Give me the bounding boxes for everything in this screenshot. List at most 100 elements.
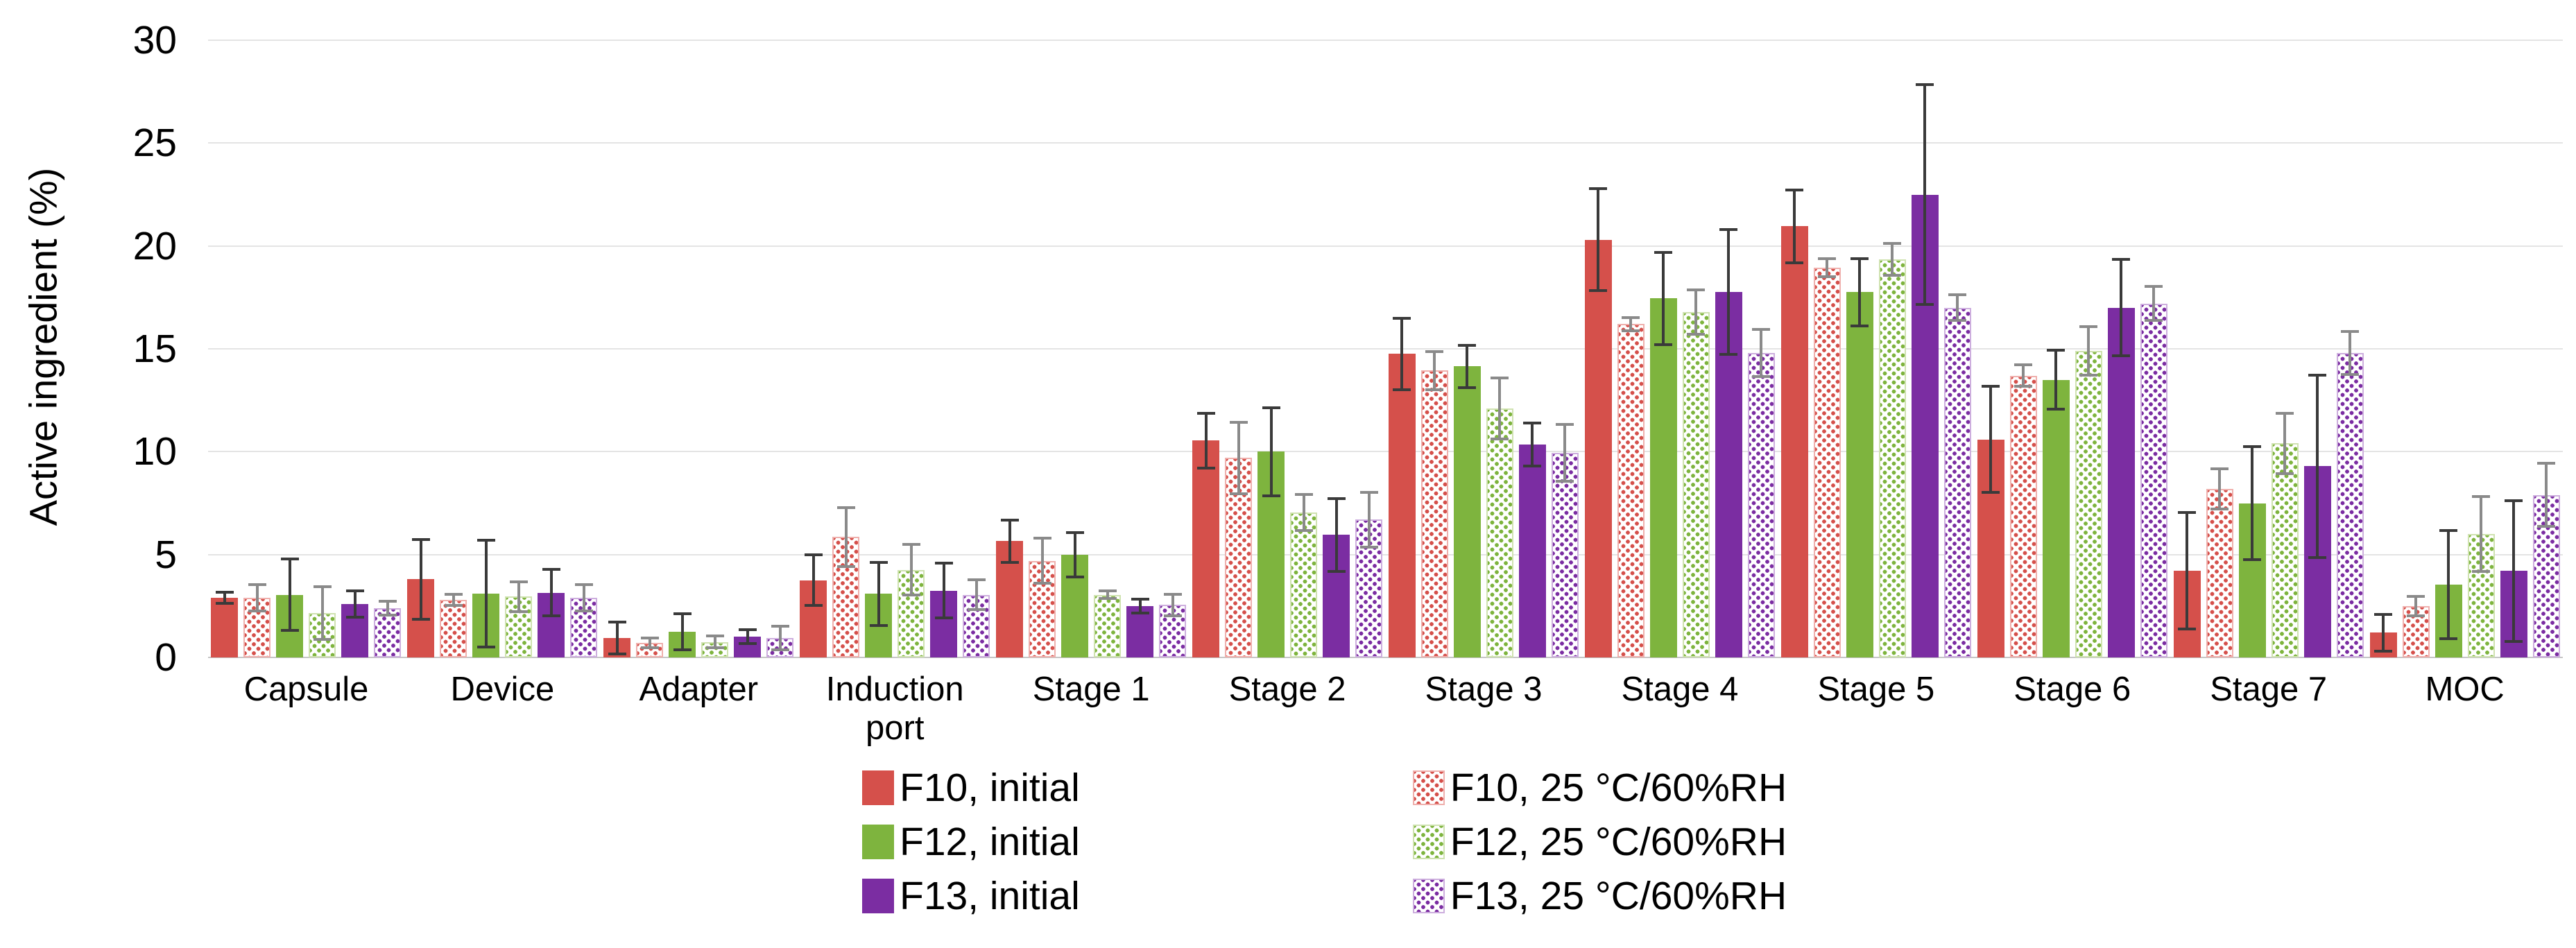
bar-slot	[309, 40, 336, 657]
gridline	[208, 348, 2563, 350]
bar-slot	[1911, 40, 1939, 657]
error-bar-cap	[2341, 372, 2360, 376]
bar-slot	[1061, 40, 1089, 657]
error-bar-line	[942, 562, 945, 620]
bar-slot	[1747, 40, 1775, 657]
error-bar-line	[1138, 597, 1142, 614]
error-bar-line	[386, 599, 389, 617]
error-bar	[1948, 293, 1967, 322]
gridline	[208, 245, 2563, 247]
bar	[1551, 452, 1579, 657]
x-category-label: Stage 1	[1032, 671, 1150, 708]
bar-slot	[2042, 40, 2070, 657]
error-bar-line	[1367, 490, 1371, 549]
error-bar-cap	[2014, 385, 2033, 388]
error-bar	[411, 537, 430, 621]
error-bar	[2014, 363, 2033, 388]
bar-slot	[734, 40, 762, 657]
bar-slot	[2009, 40, 2037, 657]
bar-slot	[766, 40, 794, 657]
bar-slot	[472, 40, 500, 657]
error-bar-line	[353, 589, 357, 619]
error-bar	[1359, 490, 1378, 549]
error-bar-cap	[1785, 261, 1804, 265]
bar-slot	[2107, 40, 2135, 657]
bar-slot	[341, 40, 369, 657]
error-bar-line	[2152, 285, 2156, 322]
gridline	[208, 40, 2563, 41]
error-bar-line	[1826, 257, 1829, 278]
error-bar	[1982, 384, 2000, 494]
bar-slot	[211, 40, 239, 657]
error-bar-cap	[902, 594, 920, 597]
error-bar-cap	[1982, 491, 2000, 494]
error-bar-line	[2545, 462, 2548, 528]
error-bar-cap	[836, 565, 855, 568]
error-bar-line	[1269, 406, 1273, 497]
x-category-label: Adapter	[639, 671, 759, 708]
bar-slot	[1159, 40, 1187, 657]
bar	[1846, 292, 1873, 657]
error-bar-line	[1694, 288, 1698, 336]
error-bar-line	[2480, 494, 2483, 574]
y-tick-label: 15	[132, 327, 177, 371]
error-bar-line	[746, 628, 749, 646]
bar	[211, 597, 239, 657]
error-bar-line	[1171, 592, 1174, 618]
bar-slot	[2336, 40, 2364, 657]
bar-group	[1778, 40, 1974, 657]
bar	[1878, 259, 1906, 657]
error-bar-cap	[1916, 302, 1934, 306]
error-bar	[2178, 511, 2197, 631]
x-category-label: Stage 4	[1621, 671, 1739, 708]
bar	[1780, 226, 1808, 657]
bar	[1192, 440, 1220, 657]
bar-slot	[1453, 40, 1481, 657]
bar	[374, 607, 402, 657]
bar-slot	[996, 40, 1024, 657]
error-bar-line	[1629, 316, 1633, 333]
error-bar-cap	[608, 653, 626, 656]
error-bar	[1098, 589, 1117, 600]
bar-slot	[2271, 40, 2299, 657]
bar-slot	[1486, 40, 1513, 657]
error-bar-cap	[542, 614, 560, 618]
bar-group	[2170, 40, 2367, 657]
error-bar-line	[1466, 343, 1469, 389]
error-bar	[2210, 467, 2229, 510]
bar	[2140, 303, 2167, 657]
bar-slot	[1518, 40, 1546, 657]
error-bar-cap	[1294, 529, 1313, 533]
bar	[1388, 354, 1416, 657]
error-bar	[1687, 288, 1706, 336]
error-bar-line	[582, 583, 585, 612]
error-bar-cap	[1556, 479, 1574, 483]
bar	[1682, 311, 1710, 657]
y-tick-label: 5	[155, 532, 177, 577]
error-bar-line	[1891, 241, 1894, 277]
bar-slot	[407, 40, 435, 657]
error-bar-cap	[2047, 408, 2066, 411]
bar-slot	[1617, 40, 1645, 657]
bar-slot	[2435, 40, 2462, 657]
error-bar-cap	[1262, 494, 1280, 497]
error-bar-line	[1498, 377, 1502, 441]
error-bar-cap	[1000, 561, 1019, 565]
error-bar	[1393, 317, 1411, 391]
error-bar-cap	[215, 602, 234, 605]
error-bar	[248, 583, 266, 612]
error-bar	[1589, 187, 1608, 293]
legend: F10, initial F12, initial F13, initial F10,…	[862, 765, 1787, 919]
y-tick-label: 10	[132, 429, 177, 474]
bar-slot	[1323, 40, 1350, 657]
error-bar	[673, 612, 692, 652]
error-bar-cap	[1654, 343, 1673, 346]
y-tick-label: 0	[155, 635, 177, 680]
error-bar-line	[255, 583, 259, 612]
bar-slot	[1682, 40, 1710, 657]
bar	[1617, 324, 1645, 657]
error-bar	[574, 583, 593, 612]
error-bar	[869, 560, 888, 627]
error-bar-line	[1727, 228, 1731, 356]
error-bar	[836, 506, 855, 568]
